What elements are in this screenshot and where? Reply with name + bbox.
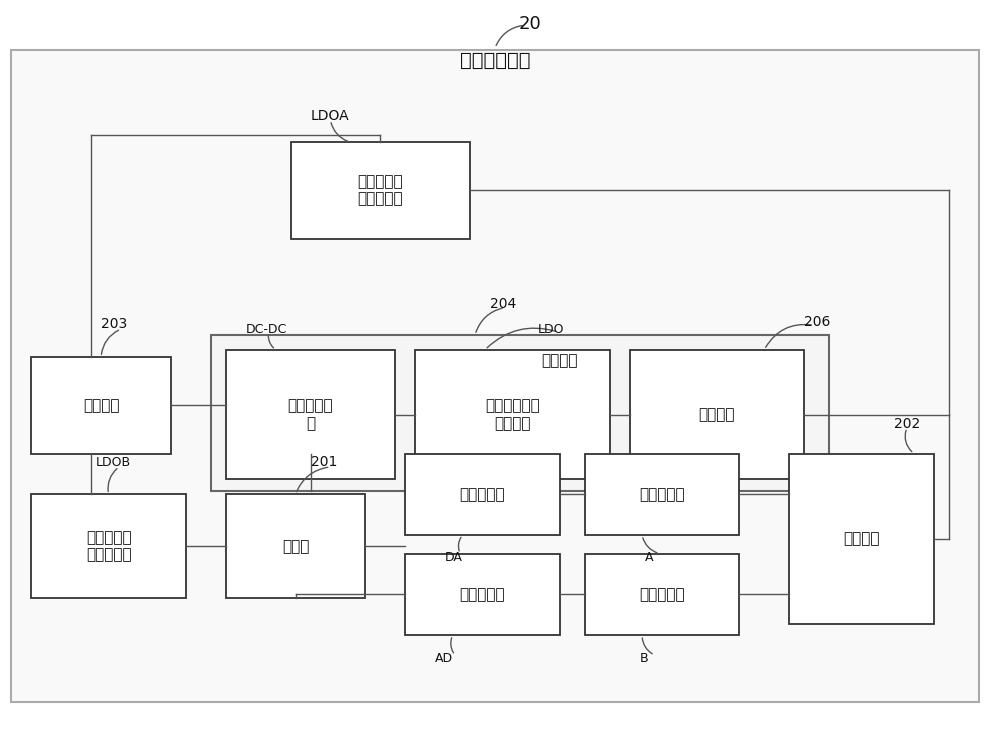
Text: 203: 203 xyxy=(101,317,127,331)
Text: AD: AD xyxy=(435,652,453,665)
FancyBboxPatch shape xyxy=(211,335,829,490)
Text: 电源开关模
块: 电源开关模 块 xyxy=(288,399,333,431)
FancyBboxPatch shape xyxy=(31,357,171,454)
Text: 第一放大器: 第一放大器 xyxy=(639,487,685,501)
FancyBboxPatch shape xyxy=(585,454,739,535)
Text: 电源模块: 电源模块 xyxy=(83,398,119,413)
FancyBboxPatch shape xyxy=(226,350,395,479)
Text: 206: 206 xyxy=(804,315,831,329)
Text: B: B xyxy=(640,652,648,665)
FancyBboxPatch shape xyxy=(415,350,610,479)
Text: 控制器: 控制器 xyxy=(282,539,309,554)
FancyBboxPatch shape xyxy=(11,50,979,702)
Text: 第二放大器: 第二放大器 xyxy=(639,587,685,602)
Text: A: A xyxy=(645,551,653,564)
Text: LDOA: LDOA xyxy=(311,109,349,124)
Text: 202: 202 xyxy=(894,417,920,431)
FancyBboxPatch shape xyxy=(789,454,934,624)
Text: DC-DC: DC-DC xyxy=(246,322,287,336)
FancyBboxPatch shape xyxy=(405,454,560,535)
FancyBboxPatch shape xyxy=(585,554,739,635)
Text: 第二低压差
线性稳压器: 第二低压差 线性稳压器 xyxy=(358,174,403,207)
Text: 控制开关: 控制开关 xyxy=(699,407,735,422)
Text: LDOB: LDOB xyxy=(96,456,131,469)
Text: 供电电路: 供电电路 xyxy=(542,353,578,368)
FancyBboxPatch shape xyxy=(630,350,804,479)
Text: 201: 201 xyxy=(311,455,337,469)
Text: 第三低压差
线性稳压器: 第三低压差 线性稳压器 xyxy=(86,530,131,562)
Text: LDO: LDO xyxy=(538,322,564,336)
Text: 微波电路: 微波电路 xyxy=(843,531,880,546)
FancyBboxPatch shape xyxy=(226,494,365,598)
FancyBboxPatch shape xyxy=(291,142,470,239)
Text: DA: DA xyxy=(445,551,463,564)
Text: 204: 204 xyxy=(490,297,516,311)
FancyBboxPatch shape xyxy=(31,494,186,598)
Text: 微波检测装置: 微波检测装置 xyxy=(460,51,530,70)
FancyBboxPatch shape xyxy=(405,554,560,635)
Text: 第一低压差线
性稳压器: 第一低压差线 性稳压器 xyxy=(485,399,540,431)
Text: 模数转换器: 模数转换器 xyxy=(460,587,505,602)
Text: 20: 20 xyxy=(519,15,541,33)
Text: 数模转换器: 数模转换器 xyxy=(460,487,505,501)
